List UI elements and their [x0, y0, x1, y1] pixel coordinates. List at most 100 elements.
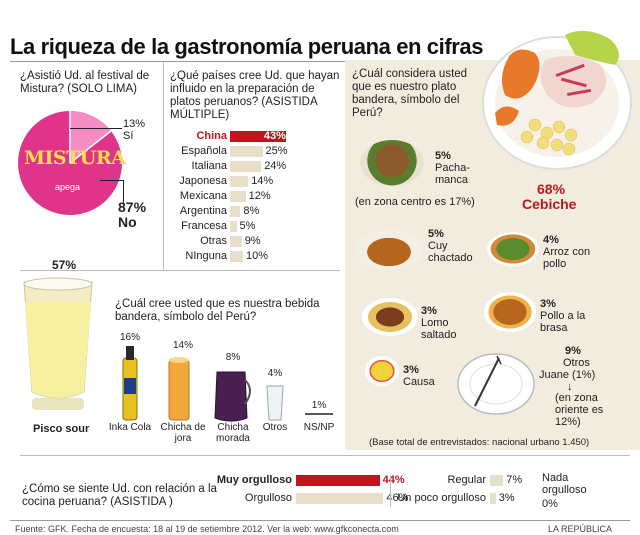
country-row: Otras 9%	[170, 235, 345, 248]
pollo-pct: 3%	[540, 298, 556, 310]
drink-value: 14%	[172, 340, 193, 351]
base-note: (Base total de entrevistados: nacional u…	[369, 437, 590, 448]
arrow-down-icon: ↓	[567, 381, 573, 393]
pachamanca-note: (en zona centro es 17%)	[355, 196, 475, 208]
yes-label: Sí	[123, 130, 134, 142]
pisco-label: Pisco sour	[33, 423, 90, 435]
drink-value: 1%	[311, 400, 327, 411]
country-label: Francesa	[181, 220, 227, 232]
country-label: Otras	[200, 235, 227, 247]
section-divider-2	[20, 455, 630, 456]
mistura-question: ¿Asistió Ud. al festival de Mistura? (SO…	[20, 70, 150, 95]
drink-value: 16%	[119, 332, 140, 343]
country-value: 25%	[265, 145, 288, 157]
cuy-label: Cuy chactado	[428, 240, 473, 264]
country-value: 43%	[263, 130, 286, 142]
drink-label: Chicha de jora	[160, 422, 206, 444]
mistura-logo	[15, 108, 125, 218]
country-value: 9%	[244, 235, 261, 247]
yes-leader	[70, 128, 122, 129]
pachamanca-label: Pacha-manca	[435, 162, 470, 186]
country-bar	[230, 251, 243, 262]
country-bar	[230, 221, 237, 232]
pride-value: 0%	[542, 498, 558, 510]
pride-label: Muy orgulloso	[216, 474, 292, 486]
pride-value: 7%	[506, 474, 523, 486]
country-bar	[230, 206, 241, 217]
countries-bar-chart: China 43% Española 25% Italiana 24% Japonesa 14…	[170, 130, 345, 270]
pride-bar	[490, 475, 504, 486]
otros-label: Otros	[563, 357, 590, 369]
country-row: Mexicana 12%	[170, 190, 345, 203]
page-title: La riqueza de la gastronomía peruana en …	[10, 34, 484, 59]
country-value: 12%	[248, 190, 271, 202]
drinks-chart: 16% Inka Cola 14% Chicha de jora 8% Chicha mo…	[105, 330, 345, 444]
chicha-jora-image	[168, 357, 190, 421]
country-label: NInguna	[185, 250, 227, 262]
pride-label: Regular	[447, 474, 486, 486]
country-bar	[230, 146, 263, 157]
country-row: Española 25%	[170, 145, 345, 158]
otros-pct: 9%	[565, 345, 581, 357]
country-value: 14%	[251, 175, 274, 187]
mistura-logo-sub: apega	[55, 182, 81, 192]
pisco-glass-image	[18, 272, 98, 422]
pollo-label: Pollo a la brasa	[540, 310, 586, 334]
country-row: NInguna 10%	[170, 250, 345, 263]
pride-label: Un poco orgulloso	[397, 492, 486, 504]
country-row: Japonesa 14%	[170, 175, 345, 188]
pride-value: 3%	[498, 492, 515, 504]
causa-image	[365, 356, 399, 386]
country-value: 10%	[246, 250, 269, 262]
mistura-divider	[163, 62, 164, 270]
arroz-pollo-image	[487, 232, 539, 266]
cebiche-label: Cebiche	[522, 196, 577, 212]
pride-value: 44%	[382, 474, 405, 486]
country-bar	[230, 161, 262, 172]
lomo-pct: 3%	[421, 305, 437, 317]
drink-label: Inka Cola	[108, 422, 152, 433]
country-row: Italiana 24%	[170, 160, 345, 173]
section-divider-1	[20, 270, 340, 271]
drink-label: Otros	[262, 422, 288, 433]
no-pct: 87%	[118, 199, 147, 215]
pachamanca-image	[360, 140, 424, 186]
dishes-question: ¿Cuál considera usted que es nuestro pla…	[352, 68, 468, 119]
chicha-morada-image	[214, 371, 251, 422]
country-value: 24%	[264, 160, 287, 172]
empty-plate-image	[455, 348, 537, 418]
drink-label: NS/NP	[303, 422, 335, 433]
pride-divider	[390, 475, 391, 507]
pachamanca-pct: 5%	[435, 150, 451, 162]
drinks-question: ¿Cuál cree usted que es nuestra bebida b…	[115, 298, 320, 323]
cebiche-plate-image	[475, 25, 635, 175]
causa-pct: 3%	[403, 364, 419, 376]
cebiche-pct: 68%	[537, 181, 566, 197]
pride-question: ¿Cómo se siente Ud. con relación a la co…	[22, 483, 217, 508]
no-leader	[100, 180, 124, 204]
country-row: Francesa 5%	[170, 220, 345, 233]
footer-source: Fuente: GFK. Fecha de encuesta: 18 al 19…	[15, 524, 399, 534]
footer-brand: LA REPÚBLICA	[548, 524, 613, 534]
oriente-note: (en zona oriente es 12%)	[555, 392, 604, 428]
drink-value: 8%	[225, 352, 241, 363]
cuy-pct: 5%	[428, 228, 444, 240]
pisco-pct: 57%	[52, 258, 77, 272]
country-bar	[230, 176, 249, 187]
pride-bar	[296, 493, 384, 504]
lomo-label: Lomo saltado	[421, 317, 457, 341]
country-label: China	[196, 130, 227, 142]
arroz-pct: 4%	[543, 234, 559, 246]
country-label: Mexicana	[179, 190, 227, 202]
pollo-brasa-image	[484, 292, 536, 332]
pride-label: Nada orgulloso	[542, 472, 587, 496]
footer-divider	[10, 520, 630, 521]
pride-bar-chart: Muy orgulloso 44% Orgulloso 46% Regular 7% Un …	[210, 472, 630, 510]
pride-bar	[296, 475, 380, 486]
countries-question: ¿Qué países cree Ud. que hayan influido …	[170, 70, 340, 121]
title-divider	[10, 61, 345, 62]
country-bar	[230, 131, 286, 142]
pride-label: Orgulloso	[244, 492, 292, 504]
pride-bar	[490, 493, 496, 504]
country-value: 5%	[239, 220, 256, 232]
